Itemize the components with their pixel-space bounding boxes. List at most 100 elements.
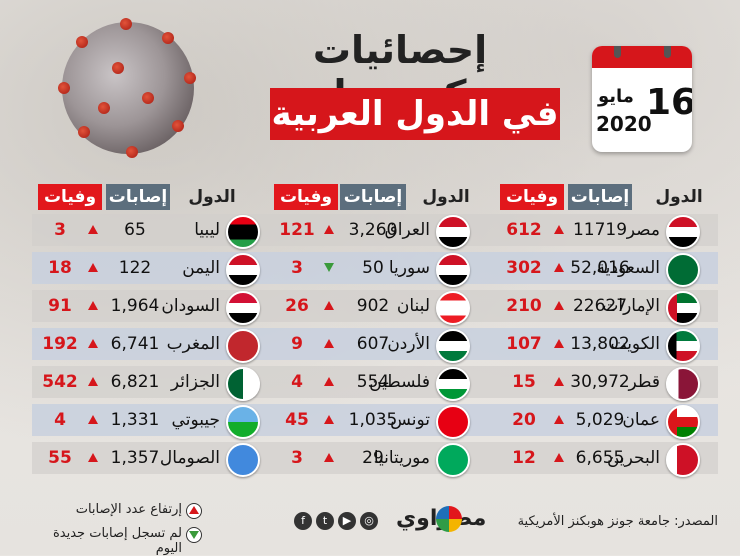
tunisia-flag-icon (436, 405, 470, 439)
cases-value: 1,331 (110, 410, 160, 430)
saudi-flag-icon (666, 253, 700, 287)
trend-up-icon (554, 453, 564, 462)
trend-up-icon (324, 415, 334, 424)
lebanon-flag-icon (436, 291, 470, 325)
trend-up-icon (554, 301, 564, 310)
trend-up-icon (554, 339, 564, 348)
cases-value: 902 (356, 296, 390, 316)
deaths-value: 55 (48, 448, 72, 468)
table-row (32, 290, 718, 322)
country-name: السودان (161, 296, 220, 316)
date-month: مايو (598, 86, 634, 107)
trend-up-icon (324, 453, 334, 462)
cases-value: 52,016 (570, 258, 630, 278)
sudan-flag-icon (226, 291, 260, 325)
deaths-value: 45 (285, 410, 309, 430)
iraq-flag-icon (436, 215, 470, 249)
date-day: 16 (646, 82, 692, 123)
country-name: اليمن (182, 258, 220, 278)
calendar-icon: 16 مايو 2020 (592, 46, 692, 152)
cases-value: 30,972 (570, 372, 630, 392)
source-note: المصدر: جامعة جونز هوبكنز الأمريكية (517, 514, 718, 529)
deaths-value: 107 (506, 334, 542, 354)
trend-up-icon (324, 301, 334, 310)
trend-down-icon (324, 263, 334, 272)
facebook-icon[interactable]: f (294, 512, 312, 530)
deaths-value: 121 (279, 220, 315, 240)
cases-value: 13,802 (570, 334, 630, 354)
bahrain-flag-icon (666, 443, 700, 477)
column-header-country: الدول (188, 187, 236, 207)
deaths-value: 20 (512, 410, 536, 430)
column-header-cases: إصابات (340, 184, 406, 210)
cases-value: 3,260 (348, 220, 398, 240)
cases-value: 6,741 (110, 334, 160, 354)
cases-value: 65 (124, 220, 146, 240)
cases-value: 1,964 (110, 296, 160, 316)
syria-flag-icon (436, 253, 470, 287)
column-header-cases: إصابات (106, 184, 170, 210)
trend-up-icon (88, 377, 98, 386)
deaths-value: 612 (506, 220, 542, 240)
kuwait-flag-icon (666, 329, 700, 363)
cases-value: 554 (356, 372, 390, 392)
trend-up-icon (88, 415, 98, 424)
cases-value: 22627 (572, 296, 628, 316)
country-name: العراق (384, 220, 430, 240)
youtube-icon[interactable]: ▶ (338, 512, 356, 530)
twitter-icon[interactable]: t (316, 512, 334, 530)
libya-flag-icon (226, 215, 260, 249)
country-name: البحرين (606, 448, 660, 468)
deaths-value: 4 (54, 410, 66, 430)
deaths-value: 15 (512, 372, 536, 392)
trend-up-icon (324, 339, 334, 348)
table-row (32, 252, 718, 284)
deaths-value: 302 (506, 258, 542, 278)
deaths-value: 12 (512, 448, 536, 468)
oman-flag-icon (666, 405, 700, 439)
trend-up-icon (554, 225, 564, 234)
table-row (32, 442, 718, 474)
deaths-value: 3 (54, 220, 66, 240)
instagram-icon[interactable]: ◎ (360, 512, 378, 530)
trend-up-icon (88, 301, 98, 310)
trend-up-icon (554, 377, 564, 386)
deaths-value: 91 (48, 296, 72, 316)
deaths-value: 542 (42, 372, 78, 392)
cases-value: 607 (356, 334, 390, 354)
cases-value: 50 (362, 258, 384, 278)
trend-up-icon (88, 339, 98, 348)
country-name: السعودية (596, 258, 660, 278)
column-header-deaths: وفيات (274, 184, 338, 210)
cases-value: 6,821 (110, 372, 160, 392)
country-name: قطر (628, 372, 660, 392)
yemen-flag-icon (226, 253, 260, 287)
cases-value: 6,655 (575, 448, 625, 468)
column-header-cases: إصابات (568, 184, 632, 210)
brand-logo-icon (436, 506, 462, 532)
table-row (32, 328, 718, 360)
somalia-flag-icon (226, 443, 260, 477)
country-name: موريتانيا (373, 448, 430, 468)
mauritania-flag-icon (436, 443, 470, 477)
country-name: مصر (626, 220, 660, 240)
egypt-flag-icon (666, 215, 700, 249)
deaths-value: 4 (291, 372, 303, 392)
legend-up-label: إرتفاع عدد الإصابات (75, 502, 182, 517)
djibouti-flag-icon (226, 405, 260, 439)
country-name: فلسطين (369, 372, 430, 392)
column-header-country: الدول (655, 187, 703, 207)
deaths-value: 210 (506, 296, 542, 316)
country-name: عمان (622, 410, 660, 430)
trend-up-icon (324, 225, 334, 234)
deaths-value: 26 (285, 296, 309, 316)
page-subtitle: في الدول العربية (270, 88, 560, 140)
legend-down-icon (186, 527, 202, 543)
legend-up-icon (186, 503, 202, 519)
trend-up-icon (88, 225, 98, 234)
trend-up-icon (554, 415, 564, 424)
country-name: ليبيا (194, 220, 220, 240)
country-name: تونس (390, 410, 430, 430)
column-header-deaths: وفيات (38, 184, 102, 210)
deaths-value: 3 (291, 258, 303, 278)
